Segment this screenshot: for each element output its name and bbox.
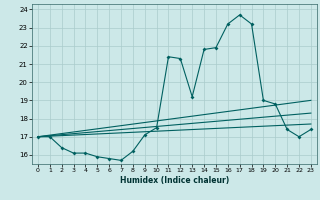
X-axis label: Humidex (Indice chaleur): Humidex (Indice chaleur) xyxy=(120,176,229,185)
